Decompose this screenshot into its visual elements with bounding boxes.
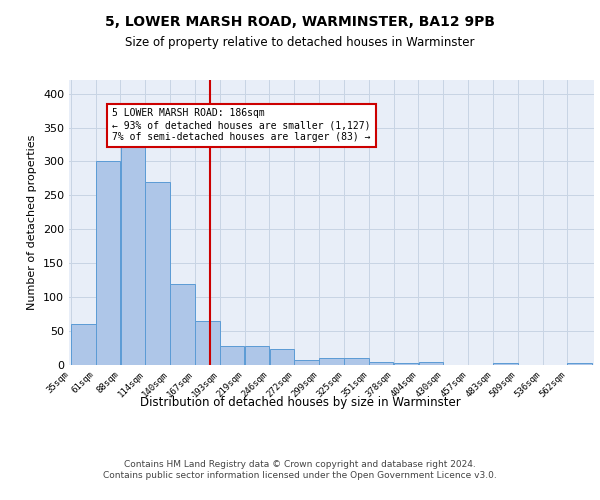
Text: 5 LOWER MARSH ROAD: 186sqm
← 93% of detached houses are smaller (1,127)
7% of se: 5 LOWER MARSH ROAD: 186sqm ← 93% of deta…	[112, 108, 371, 142]
Bar	[170, 284, 195, 365]
Y-axis label: Number of detached properties: Number of detached properties	[28, 135, 37, 310]
Bar	[369, 362, 394, 365]
Text: Size of property relative to detached houses in Warminster: Size of property relative to detached ho…	[125, 36, 475, 49]
Bar	[220, 346, 244, 365]
Bar	[145, 182, 170, 365]
Text: 5, LOWER MARSH ROAD, WARMINSTER, BA12 9PB: 5, LOWER MARSH ROAD, WARMINSTER, BA12 9P…	[105, 16, 495, 30]
Bar	[245, 346, 269, 365]
Bar	[319, 358, 344, 365]
Bar	[344, 358, 368, 365]
Bar	[419, 362, 443, 365]
Bar	[195, 321, 220, 365]
Text: Contains HM Land Registry data © Crown copyright and database right 2024.
Contai: Contains HM Land Registry data © Crown c…	[103, 460, 497, 479]
Bar	[121, 141, 145, 365]
Bar	[269, 348, 294, 365]
Text: Distribution of detached houses by size in Warminster: Distribution of detached houses by size …	[140, 396, 460, 409]
Bar	[568, 363, 592, 365]
Bar	[493, 363, 518, 365]
Bar	[96, 162, 121, 365]
Bar	[295, 360, 319, 365]
Bar	[71, 324, 95, 365]
Bar	[394, 363, 418, 365]
